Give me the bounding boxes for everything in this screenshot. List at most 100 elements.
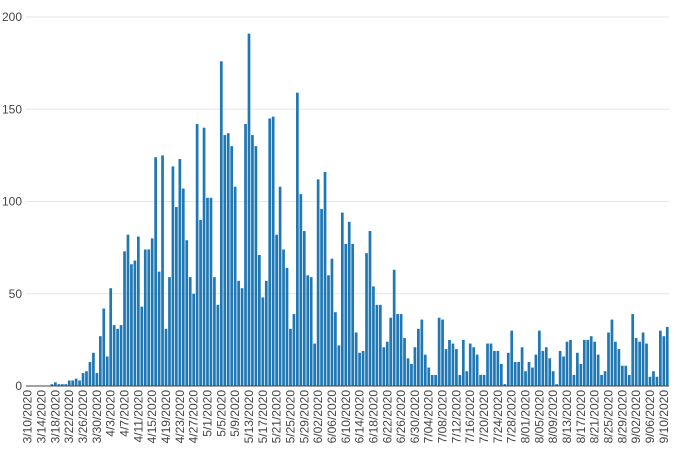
bar	[264, 280, 268, 386]
x-tick-label: 5/13/2020	[242, 390, 256, 444]
bar	[565, 341, 569, 386]
bar	[309, 277, 313, 386]
bar	[579, 363, 583, 386]
bar	[226, 133, 230, 386]
bar	[347, 221, 351, 386]
x-tick-label: 5/25/2020	[283, 390, 297, 444]
bar	[614, 341, 617, 386]
bar	[582, 339, 586, 387]
x-tick-label: 8/05/2020	[532, 390, 546, 444]
x-tick-label: 9/06/2020	[643, 390, 657, 444]
x-tick-label: 9/10/2020	[657, 390, 671, 444]
bar	[665, 326, 669, 386]
bar	[337, 345, 341, 386]
bar	[372, 286, 375, 386]
x-tick-label: 8/01/2020	[519, 390, 533, 444]
bar	[340, 212, 344, 386]
x-tick-label: 5/5/2020	[214, 390, 228, 437]
bar	[544, 347, 548, 386]
bar	[251, 135, 254, 386]
bar	[572, 374, 576, 386]
bar	[427, 367, 431, 386]
bar	[133, 260, 137, 386]
bar	[74, 378, 78, 386]
bar	[396, 314, 399, 386]
x-tick-label: 3/30/2020	[90, 390, 104, 444]
bar	[517, 362, 520, 386]
bar	[137, 236, 140, 386]
bar	[513, 362, 517, 386]
x-tick-label: 4/23/2020	[173, 390, 187, 444]
bar	[603, 371, 607, 386]
bar	[627, 374, 631, 386]
bar	[88, 362, 92, 386]
bar	[385, 341, 389, 386]
bar	[468, 343, 472, 386]
bar	[524, 371, 527, 386]
bar	[206, 197, 209, 386]
bar	[98, 336, 102, 386]
bar	[520, 347, 524, 386]
bar	[237, 280, 240, 386]
bar	[555, 384, 558, 386]
x-tick-label: 3/10/2020	[21, 390, 35, 444]
bar	[631, 314, 635, 386]
x-tick-label: 8/25/2020	[602, 390, 616, 444]
bar	[382, 347, 386, 386]
bar	[551, 371, 555, 386]
bar	[423, 354, 427, 386]
bar	[455, 349, 458, 386]
x-tick-label: 3/18/2020	[48, 390, 62, 444]
x-tick-label: 4/19/2020	[159, 390, 173, 444]
x-tick-label: 3/26/2020	[76, 390, 90, 444]
bar	[378, 304, 382, 386]
bar	[624, 365, 628, 386]
bar	[85, 371, 88, 386]
x-tick-label: 8/21/2020	[588, 390, 602, 444]
bar	[430, 374, 434, 386]
bar	[417, 328, 420, 386]
bar	[302, 231, 306, 386]
bar	[531, 367, 534, 386]
x-tick-label: 6/18/2020	[366, 390, 380, 444]
bar	[334, 312, 337, 386]
bar	[299, 194, 303, 386]
bar	[95, 373, 99, 386]
bar	[392, 269, 396, 386]
bar	[278, 186, 282, 386]
bar	[503, 384, 507, 386]
bar	[181, 188, 185, 386]
bar	[548, 358, 552, 386]
bar	[275, 234, 278, 386]
x-tick-label: 7/28/2020	[505, 390, 519, 444]
bar	[247, 33, 251, 387]
bar	[410, 363, 413, 386]
bar	[258, 255, 261, 386]
bar	[496, 350, 500, 386]
bar	[448, 339, 451, 387]
bar	[119, 325, 123, 386]
x-tick-label: 8/13/2020	[560, 390, 574, 444]
bar	[620, 365, 624, 386]
bars	[50, 33, 669, 387]
x-tick-label: 8/09/2020	[546, 390, 560, 444]
bar	[316, 179, 320, 386]
x-tick-label: 4/11/2020	[131, 390, 145, 443]
bar	[596, 354, 600, 386]
bar	[600, 374, 603, 386]
bar	[202, 127, 206, 386]
bar	[489, 343, 493, 386]
bar	[403, 338, 406, 386]
bar	[638, 341, 641, 386]
bar	[399, 314, 403, 386]
x-tick-label: 4/15/2020	[145, 390, 159, 444]
x-tick-label: 4/7/2020	[118, 390, 132, 437]
bar	[126, 234, 130, 386]
bar	[64, 384, 68, 386]
bar	[493, 350, 496, 386]
bar	[354, 332, 358, 386]
x-tick-label: 6/30/2020	[408, 390, 422, 444]
bar	[219, 61, 223, 386]
bar	[655, 376, 659, 386]
bar	[254, 146, 258, 386]
